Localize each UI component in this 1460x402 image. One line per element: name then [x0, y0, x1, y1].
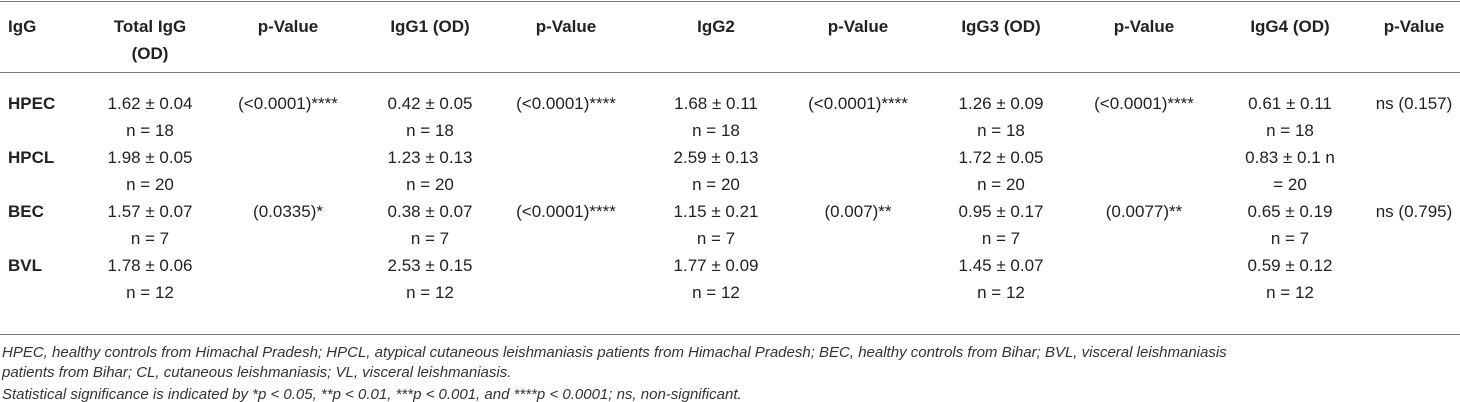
table-cell: (0.0335)*	[253, 202, 323, 221]
footnote: Statistical significance is indicated by…	[2, 386, 742, 402]
header-cell: IgG3 (OD)	[961, 17, 1041, 36]
table-cell: 1.45 ± 0.07	[958, 256, 1044, 275]
header-cell: p-Value	[827, 17, 889, 36]
table-cell: 1.57 ± 0.07	[107, 202, 193, 221]
table-cell: n = 20	[977, 175, 1025, 194]
table-cell: 0.65 ± 0.19	[1247, 202, 1333, 221]
table-cell: 1.26 ± 0.09	[958, 94, 1044, 113]
footnote: HPEC, healthy controls from Himachal Pra…	[2, 344, 1227, 361]
row-label: HPEC	[8, 94, 56, 113]
row-label: BEC	[8, 202, 44, 221]
table-cell: 0.59 ± 0.12	[1247, 256, 1333, 275]
table-cell: ns (0.795)	[1375, 202, 1453, 221]
header-cell: IgG	[8, 17, 37, 36]
header-rule	[0, 72, 1460, 73]
table-cell: n = 12	[977, 283, 1025, 302]
table-cell: n = 7	[410, 229, 450, 248]
table-cell: ns (0.157)	[1375, 94, 1453, 113]
table-cell: 1.15 ± 0.21	[673, 202, 759, 221]
table-cell: 1.62 ± 0.04	[107, 94, 193, 113]
table-cell: 0.95 ± 0.17	[958, 202, 1044, 221]
table-cell: 1.72 ± 0.05	[958, 148, 1044, 167]
table-cell: n = 18	[1266, 121, 1314, 140]
header-cell: p-Value	[1113, 17, 1175, 36]
footnote: patients from Bihar; CL, cutaneous leish…	[2, 364, 512, 381]
table-cell: 0.42 ± 0.05	[387, 94, 473, 113]
row-label: BVL	[8, 256, 42, 275]
table-cell: 1.68 ± 0.11	[674, 94, 758, 113]
table-cell: (<0.0001)****	[808, 94, 908, 113]
table-cell: n = 18	[126, 121, 174, 140]
header-cell: p-Value	[1383, 17, 1445, 36]
header-cell: p-Value	[257, 17, 319, 36]
table-cell: 0.83 ± 0.1 n	[1245, 148, 1335, 167]
table-cell: 2.59 ± 0.13	[673, 148, 759, 167]
table-cell: n = 12	[692, 283, 740, 302]
table-cell: 1.98 ± 0.05	[107, 148, 193, 167]
table-cell: n = 12	[126, 283, 174, 302]
table-cell: n = 7	[1270, 229, 1310, 248]
table-cell: n = 20	[126, 175, 174, 194]
table-cell: 1.78 ± 0.06	[107, 256, 193, 275]
table-cell: (0.007)**	[824, 202, 892, 221]
table-cell: 2.53 ± 0.15	[387, 256, 473, 275]
table-cell: (<0.0001)****	[1094, 94, 1194, 113]
table-cell: = 20	[1273, 175, 1307, 194]
header-cell: IgG1 (OD)	[390, 17, 470, 36]
header-cell: p-Value	[535, 17, 597, 36]
table-cell: n = 7	[696, 229, 736, 248]
table-cell: n = 7	[130, 229, 170, 248]
table-cell: n = 7	[981, 229, 1021, 248]
table-cell: 1.23 ± 0.13	[387, 148, 473, 167]
header-cell: IgG4 (OD)	[1250, 17, 1330, 36]
table-cell: 0.38 ± 0.07	[387, 202, 473, 221]
header-cell: Total IgG	[113, 17, 187, 36]
table-cell: n = 18	[692, 121, 740, 140]
bottom-rule	[0, 334, 1460, 335]
table-cell: n = 20	[406, 175, 454, 194]
header-cell: (OD)	[131, 44, 169, 63]
header-cell: IgG2	[697, 17, 735, 36]
table-cell: 0.61 ± 0.11	[1248, 94, 1332, 113]
table-cell: (<0.0001)****	[516, 202, 616, 221]
table-cell: (0.0077)**	[1105, 202, 1183, 221]
top-rule	[0, 1, 1460, 2]
table-cell: (<0.0001)****	[516, 94, 616, 113]
table-cell: n = 12	[406, 283, 454, 302]
row-label: HPCL	[8, 148, 55, 167]
table-cell: (<0.0001)****	[238, 94, 338, 113]
table-cell: 1.77 ± 0.09	[673, 256, 759, 275]
table-cell: n = 18	[977, 121, 1025, 140]
table-cell: n = 20	[692, 175, 740, 194]
table-cell: n = 18	[406, 121, 454, 140]
table-cell: n = 12	[1266, 283, 1314, 302]
